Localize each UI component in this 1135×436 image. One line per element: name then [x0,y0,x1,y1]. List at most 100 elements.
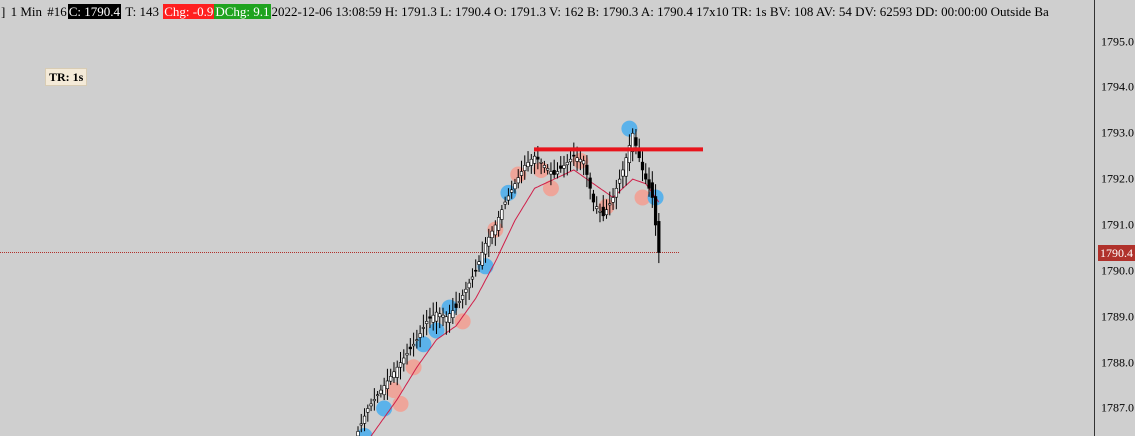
candle [604,199,609,219]
signal-marker-blue [621,120,638,137]
candle [425,309,429,336]
change-badge: Chg: -0.9 [163,4,215,19]
price-axis[interactable]: 1795.0 1794.0 1793.0 1792.0 1791.0 1790.0 1789… [1094,0,1135,436]
candle [372,388,376,411]
price-tick-label: 1790.0 [1101,263,1134,278]
candle [369,398,373,412]
candle [398,351,403,380]
candle [382,377,386,401]
candle [467,278,471,300]
candle [434,301,439,334]
candle [621,161,625,189]
candle [562,155,566,178]
candle [464,281,468,306]
bar-details: 2022-12-06 13:08:59 H: 1791.3 L: 1790.4 … [271,4,1049,19]
candle [559,156,563,173]
candles [356,128,661,436]
signal-marker-pink [385,382,402,399]
candle [461,289,465,309]
candle [644,163,648,185]
candle [565,154,569,176]
signal-marker-pink [542,180,559,197]
candle [503,196,507,210]
candle [598,203,602,223]
candle [572,142,576,167]
candle [650,171,654,208]
signal-marker-blue [415,336,432,353]
candle [601,195,605,222]
timeframe-label: 1 Min [10,4,43,19]
candle [392,362,396,383]
signal-marker-pink [454,313,471,330]
candle [653,184,658,236]
candle [457,292,461,309]
candle [483,237,488,263]
candle [428,307,432,329]
candle [549,162,553,186]
candle [441,307,445,327]
candle [389,368,393,385]
candle [415,329,419,349]
dchange-badge: DChg: 9.1 [214,4,271,19]
candle [431,302,435,331]
candle [477,255,481,272]
timeframe-badge: TR: 1s [45,68,88,86]
candle [493,220,497,246]
candle [359,413,363,433]
candle [438,307,442,329]
candle [539,158,543,175]
candle [523,155,527,180]
signal-marker-pink [392,395,409,412]
candle [405,343,409,365]
candle [578,150,582,171]
candle [411,332,416,357]
candle [595,196,599,214]
candle [611,188,615,210]
candle [552,159,556,179]
candle [376,391,380,403]
candle [470,268,475,288]
price-tick-label: 1795.0 [1101,34,1134,49]
candle [591,189,596,212]
candle [385,368,390,400]
candle [362,408,367,432]
price-tick-label: 1788.0 [1101,355,1134,370]
candle [519,160,524,184]
current-price-tag: 1790.4 [1098,244,1135,261]
candle [510,180,514,199]
candle [526,151,530,172]
moving-average-line [370,169,660,436]
candle [474,259,478,277]
signal-marker-pink [405,359,422,376]
price-tick-label: 1791.0 [1101,217,1134,232]
candle [532,151,537,175]
candle [568,147,573,172]
candle [418,325,422,348]
tick-count: T: 143 [125,4,159,19]
candle [444,311,448,335]
candle [585,155,589,188]
candle [588,172,592,200]
price-tick-label: 1792.0 [1101,171,1134,186]
candle [627,134,632,172]
candle [480,241,484,270]
signal-markers [356,120,664,436]
candle [640,151,645,182]
candle [497,210,501,237]
candle [582,155,586,176]
symbol-fragment: ] [1,4,6,19]
candle [366,404,370,422]
candle [490,226,494,245]
candle [608,191,612,216]
price-tick-label: 1793.0 [1101,125,1134,140]
candle [624,153,628,186]
price-chart[interactable] [0,0,1094,436]
candle [516,169,520,189]
candle [617,169,622,194]
price-tick-label: 1787.0 [1101,400,1134,415]
candle [647,167,651,197]
candle [408,338,412,356]
candle [402,349,406,372]
candle [542,160,546,173]
candle [513,178,517,194]
